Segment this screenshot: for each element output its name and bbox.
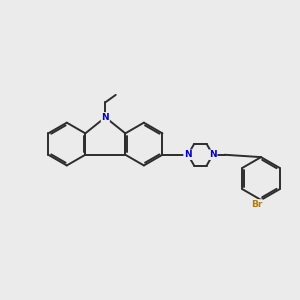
Text: Br: Br [251,200,262,209]
Text: N: N [209,150,217,159]
Text: N: N [101,113,109,122]
Text: N: N [184,150,192,159]
